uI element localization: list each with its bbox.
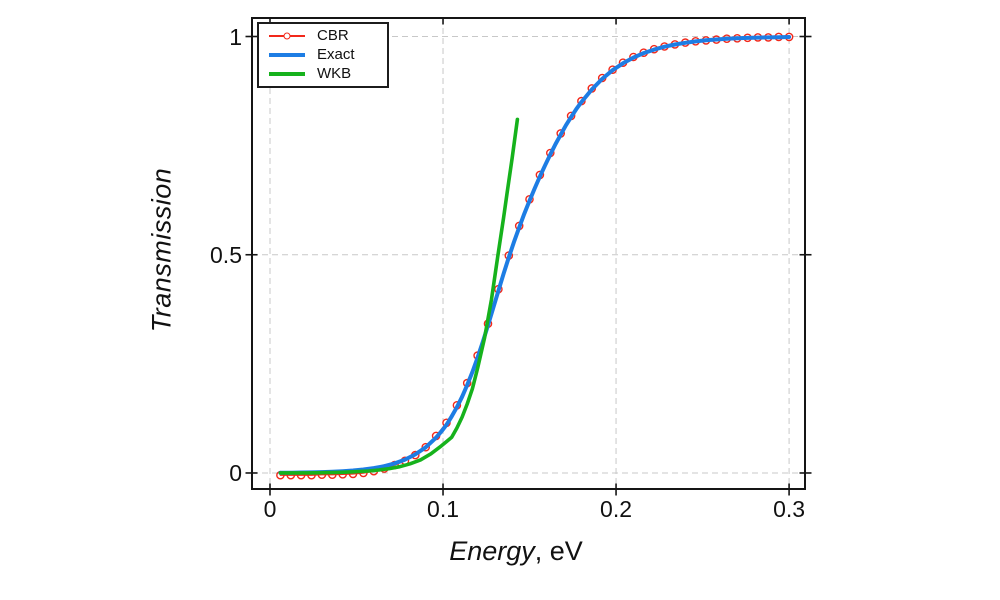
legend-label-cbr: CBR	[317, 27, 349, 45]
x-axis-label: Energy, eV	[449, 536, 583, 567]
series-exact-line	[278, 35, 792, 475]
x-tick-label-0.2: 0.2	[600, 496, 633, 522]
legend-label-exact: Exact	[317, 45, 355, 63]
legend: CBR Exact WKB	[257, 22, 389, 88]
x-axis-label-italic: Energy	[449, 536, 535, 566]
wkb-line-icon	[269, 71, 305, 76]
exact-line-swatch	[269, 47, 305, 63]
axes-box	[251, 17, 806, 490]
wkb-line-swatch	[269, 66, 305, 82]
cbr-circle-marker-icon	[283, 32, 291, 40]
legend-item-exact: Exact	[269, 45, 387, 63]
legend-item-wkb: WKB	[269, 64, 387, 82]
x-axis-label-unit: , eV	[534, 536, 583, 566]
x-tick-label-0.1: 0.1	[427, 496, 460, 522]
exact-line-icon	[269, 52, 305, 57]
y-tick-label-1: 1	[229, 23, 242, 50]
y-tick-label-0.5: 0.5	[210, 241, 242, 268]
legend-item-cbr: CBR	[269, 28, 387, 44]
cbr-line-swatch	[269, 28, 305, 44]
x-tick-label-0: 0	[263, 496, 277, 522]
series-cbr-line	[279, 36, 790, 476]
y-tick-label-0: 0	[229, 459, 242, 486]
x-tick-label-0.3: 0.3	[773, 496, 806, 522]
legend-label-wkb: WKB	[317, 64, 352, 82]
cbr-marker	[421, 442, 431, 452]
series-wkb-line	[278, 117, 520, 475]
